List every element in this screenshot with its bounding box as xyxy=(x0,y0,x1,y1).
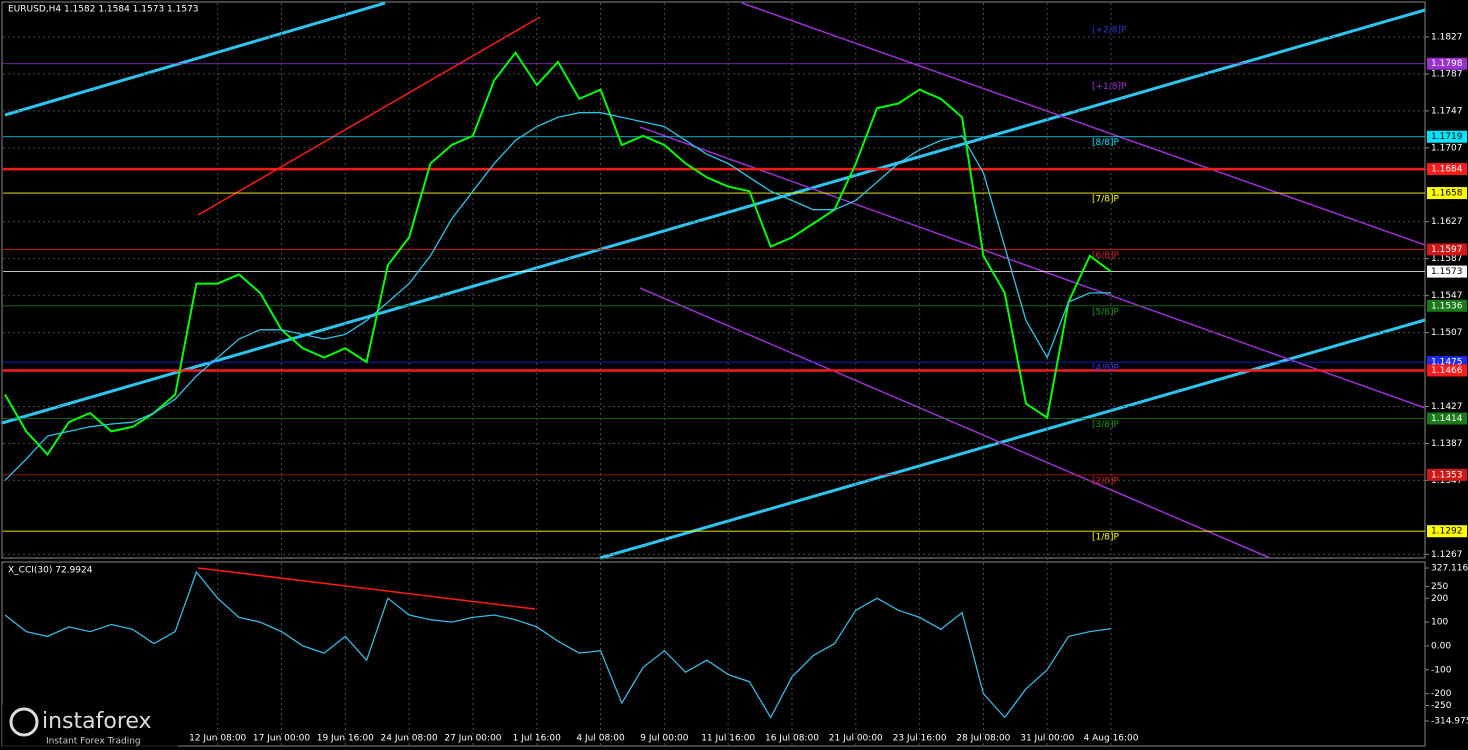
level-label: 1.1684 xyxy=(1431,165,1463,175)
x-tick-label: 9 Jul 00:00 xyxy=(640,734,689,744)
level-box xyxy=(1427,243,1467,256)
level-box xyxy=(1427,187,1467,200)
cci-title: X_CCI(30) 72.9924 xyxy=(8,566,93,576)
murrey-label: [6/8]P xyxy=(1092,251,1120,261)
level-box xyxy=(1427,163,1467,176)
x-tick-label: 21 Jul 00:00 xyxy=(829,734,883,744)
y-tick-label: -314.975 xyxy=(1431,717,1468,727)
y-tick-label: 1.1747 xyxy=(1431,106,1463,116)
y-tick-label: 1.1627 xyxy=(1431,217,1463,227)
level-label: 1.1414 xyxy=(1431,414,1463,424)
level-label: 1.1573 xyxy=(1431,267,1463,277)
x-tick-label: 31 Jul 00:00 xyxy=(1020,734,1074,744)
y-tick-label: -200 xyxy=(1431,689,1452,699)
murrey-label: [+2/8]P xyxy=(1092,26,1127,36)
murrey-label: [5/8]P xyxy=(1092,307,1120,317)
cci-pane xyxy=(1,561,1426,747)
level-box xyxy=(1427,265,1467,278)
level-label: 1.1719 xyxy=(1431,132,1463,142)
y-tick-label: 1.1587 xyxy=(1431,254,1463,264)
x-tick-label: 28 Jul 08:00 xyxy=(956,734,1010,744)
level-box xyxy=(1427,525,1467,538)
x-tick-label: 4 Aug 16:00 xyxy=(1084,734,1139,744)
x-tick-label: 4 Jul 08:00 xyxy=(576,734,625,744)
y-tick-label: 1.1707 xyxy=(1431,143,1463,153)
level-box xyxy=(1427,57,1467,70)
murrey-label: [4/8]P xyxy=(1092,364,1120,374)
level-label: 1.1798 xyxy=(1431,59,1463,69)
series-line xyxy=(4,50,1112,457)
divergence-line xyxy=(197,567,536,610)
y-tick-label: 1.1347 xyxy=(1431,476,1463,486)
murrey-label: [3/8]P xyxy=(1092,420,1120,430)
level-box xyxy=(1427,299,1467,312)
level-box xyxy=(1427,412,1467,425)
x-tick-label: 12 Jun 08:00 xyxy=(189,734,246,744)
murrey-label: [2/8]P xyxy=(1092,476,1120,486)
y-tick-label: 1.1787 xyxy=(1431,69,1463,79)
x-tick-label: 17 Jun 00:00 xyxy=(253,734,310,744)
level-label: 1.1466 xyxy=(1431,366,1463,376)
y-tick-label: 1.1387 xyxy=(1431,439,1463,449)
x-tick-label: 1 Jul 16:00 xyxy=(513,734,562,744)
y-tick-label: 1.1547 xyxy=(1431,291,1463,301)
chart-title: EURUSD,H4 1.1582 1.1584 1.1573 1.1573 xyxy=(8,5,199,15)
level-label: 1.1353 xyxy=(1431,470,1463,480)
murrey-label: [7/8]P xyxy=(1092,195,1120,205)
x-tick-label: 24 Jun 08:00 xyxy=(381,734,438,744)
y-tick-label: 1.1427 xyxy=(1431,402,1463,412)
y-tick-label: 1.1827 xyxy=(1431,32,1463,42)
level-label: 1.1536 xyxy=(1431,301,1463,311)
x-tick-label: 16 Jul 08:00 xyxy=(765,734,819,744)
trend-line xyxy=(1,8,1426,425)
y-tick-label: -100 xyxy=(1431,665,1452,675)
watermark: instaforex Instant Forex Trading xyxy=(2,705,178,748)
trend-line xyxy=(197,16,541,216)
x-tick-label: 19 Jun 16:00 xyxy=(317,734,374,744)
y-tick-label: 0.00 xyxy=(1431,641,1451,651)
y-tick-label: 1.1507 xyxy=(1431,328,1463,338)
level-label: 1.1658 xyxy=(1431,189,1463,199)
trend-line xyxy=(599,318,1426,560)
trend-line xyxy=(4,1,386,117)
watermark-tagline: Instant Forex Trading xyxy=(46,737,141,747)
level-box xyxy=(1427,364,1467,377)
level-label: 1.1292 xyxy=(1431,527,1463,537)
x-tick-label: 11 Jul 16:00 xyxy=(701,734,755,744)
x-tick-label: 27 Jun 00:00 xyxy=(444,734,501,744)
series-line xyxy=(4,112,1111,481)
level-label: 1.1597 xyxy=(1431,245,1463,255)
murrey-label: [1/8]P xyxy=(1092,533,1120,543)
y-tick-label: 250 xyxy=(1431,582,1448,592)
y-tick-label: 100 xyxy=(1431,618,1448,628)
murrey-label: [+1/8]P xyxy=(1092,82,1127,92)
watermark-brand: instaforex xyxy=(42,709,152,734)
watermark-logo xyxy=(9,707,39,737)
x-tick-label: 23 Jul 16:00 xyxy=(893,734,947,744)
level-box xyxy=(1427,468,1467,481)
channel-line xyxy=(639,126,1426,409)
main-pane xyxy=(1,1,1426,559)
y-tick-label: 1.1267 xyxy=(1431,550,1463,560)
y-tick-label: -250 xyxy=(1431,701,1452,711)
level-label: 1.1475 xyxy=(1431,358,1463,368)
level-box xyxy=(1427,130,1467,143)
series-line xyxy=(4,570,1112,719)
murrey-label: [8/8]P xyxy=(1092,138,1120,148)
y-tick-label: 327.116 xyxy=(1431,564,1468,574)
y-tick-label: 200 xyxy=(1431,594,1448,604)
